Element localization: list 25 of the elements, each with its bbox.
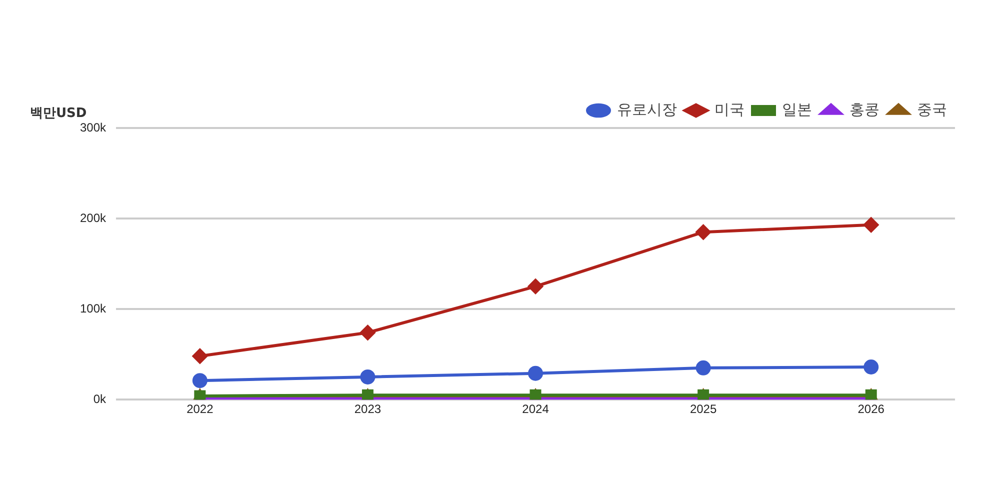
legend-label: 유로시장: [617, 102, 677, 119]
point: [528, 366, 544, 381]
point: [360, 369, 376, 384]
y-tick-label: 200k: [80, 210, 108, 225]
legend-label: 미국: [714, 102, 744, 119]
point: [528, 278, 544, 294]
y-tick-label: 100k: [80, 301, 108, 316]
y-axis-title: 백만USD: [30, 106, 87, 121]
y-tick-label: 300k: [80, 120, 108, 134]
legend-label: 일본: [782, 102, 812, 119]
x-tick-label: 2023: [354, 402, 382, 416]
legend-label: 중국: [917, 102, 947, 119]
point: [864, 360, 879, 375]
point: [696, 360, 711, 376]
x-tick-label: 2022: [186, 402, 214, 416]
legend-label: 홍콩: [850, 102, 880, 119]
point: [192, 348, 208, 364]
x-tick-label: 2024: [522, 402, 550, 416]
point: [192, 373, 208, 388]
point: [864, 217, 879, 232]
point: [360, 325, 376, 340]
x-tick-label: 2026: [858, 402, 885, 416]
point: [696, 224, 711, 240]
x-tick-label: 2025: [690, 402, 717, 416]
y-tick-label: 0k: [93, 392, 108, 406]
